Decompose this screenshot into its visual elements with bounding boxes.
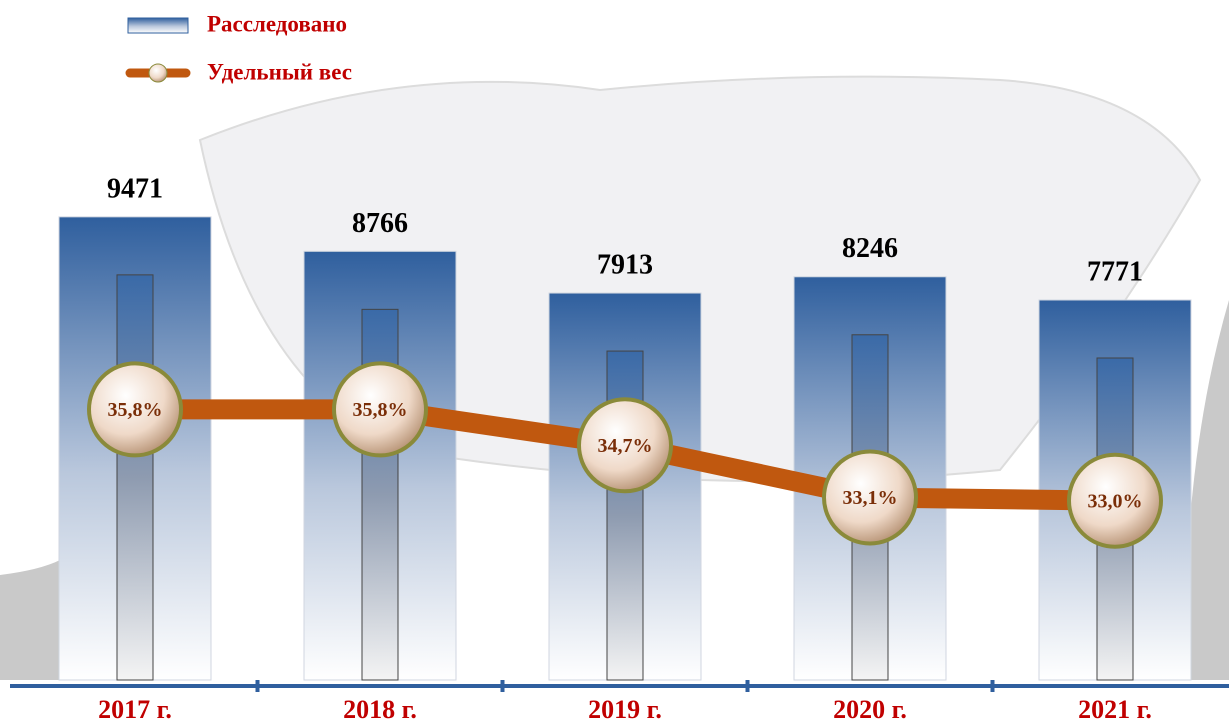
x-tick-label: 2018 г. (343, 695, 417, 724)
point (577, 397, 673, 494)
legend-swatch (148, 63, 168, 83)
value-label: 35,8% (108, 399, 163, 421)
decor (0, 560, 60, 680)
point (87, 361, 183, 458)
value-label: 8766 (352, 208, 408, 239)
legend-label: Расследовано (207, 11, 347, 36)
value-label: 33,1% (843, 487, 898, 509)
value-label: 7771 (1087, 256, 1143, 287)
value-label: 9471 (107, 173, 163, 204)
value-label: 35,8% (353, 399, 408, 421)
value-label: 34,7% (598, 435, 653, 457)
value-label: 7913 (597, 249, 653, 280)
x-tick-label: 2020 г. (833, 695, 907, 724)
value-label: 33,0% (1088, 490, 1143, 512)
legend-label: Удельный вес (207, 59, 352, 84)
bar-inner (116, 274, 154, 681)
decor (1190, 300, 1229, 680)
value-label: 8246 (842, 233, 898, 264)
point (1067, 452, 1163, 549)
x-tick-label: 2017 г. (98, 695, 172, 724)
legend-swatch (127, 17, 189, 34)
point (332, 361, 428, 458)
point (822, 449, 918, 546)
legend: Расследовано Удельный вес (125, 11, 352, 84)
x-tick-label: 2021 г. (1078, 695, 1152, 724)
x-tick-label: 2019 г. (588, 695, 662, 724)
